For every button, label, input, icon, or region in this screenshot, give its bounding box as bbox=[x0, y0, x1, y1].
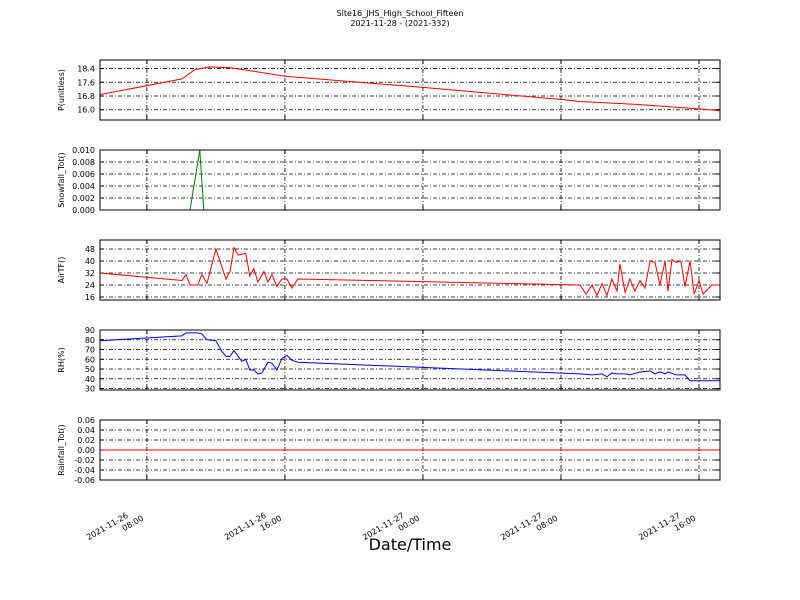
y-tick-label: 16.8 bbox=[77, 92, 95, 101]
y-tick-label: 40 bbox=[85, 375, 95, 384]
y-tick-label: 0.04 bbox=[77, 426, 95, 435]
y-axis-label: Snowfall_Tot() bbox=[57, 152, 66, 208]
y-tick-label: 80 bbox=[85, 336, 95, 345]
axes-frame bbox=[99, 239, 721, 301]
x-tick-label: 2021-11-2708:00 bbox=[499, 505, 559, 551]
y-tick-label: 0.002 bbox=[72, 194, 95, 203]
x-axis-label: Date/Time bbox=[369, 535, 452, 554]
chart-title: Site16_JHS_High_School_Fifteen bbox=[337, 9, 464, 18]
y-tick-label: -0.02 bbox=[74, 456, 95, 465]
y-axis-label: RH(%) bbox=[57, 347, 66, 372]
y-axis-label: AirTF() bbox=[57, 257, 66, 284]
y-tick-label: 48 bbox=[85, 245, 95, 254]
y-tick-label: 0.008 bbox=[72, 158, 95, 167]
y-tick-label: 0.000 bbox=[72, 206, 95, 215]
data-line bbox=[100, 149, 720, 211]
y-tick-label: 0.004 bbox=[72, 182, 95, 191]
y-tick-label: 0.006 bbox=[72, 170, 95, 179]
y-tick-label: 70 bbox=[85, 346, 95, 355]
data-line bbox=[99, 245, 720, 298]
y-tick-label: 16.0 bbox=[77, 106, 95, 115]
y-tick-label: 60 bbox=[85, 355, 95, 364]
y-tick-label: 0.06 bbox=[77, 416, 95, 425]
y-tick-label: 18.4 bbox=[77, 65, 95, 74]
axes-frame bbox=[99, 419, 721, 481]
axes-frame bbox=[99, 149, 721, 211]
axes-frame bbox=[99, 59, 721, 121]
data-line bbox=[99, 332, 720, 382]
x-tick-label: 2021-11-2616:00 bbox=[223, 505, 283, 551]
y-tick-label: 16 bbox=[85, 293, 95, 302]
y-tick-label: 50 bbox=[85, 365, 95, 374]
axes-frame bbox=[99, 329, 721, 391]
y-tick-label: -0.04 bbox=[74, 466, 95, 475]
chart-subtitle: 2021-11-28 - (2021-332) bbox=[350, 19, 449, 28]
x-tick-label: 2021-11-2608:00 bbox=[85, 505, 145, 551]
y-tick-label: 32 bbox=[85, 269, 95, 278]
y-tick-label: -0.06 bbox=[74, 476, 95, 485]
y-tick-label: 30 bbox=[85, 385, 95, 394]
y-axis-label: P(unitless) bbox=[57, 69, 66, 111]
y-tick-label: 24 bbox=[85, 281, 95, 290]
x-tick-label: 2021-11-2716:00 bbox=[637, 505, 697, 551]
y-tick-label: 40 bbox=[85, 257, 95, 266]
data-line bbox=[99, 66, 721, 112]
y-tick-label: 0.00 bbox=[77, 446, 95, 455]
y-axis-label: Rainfall_Tot() bbox=[57, 424, 66, 476]
y-tick-label: 90 bbox=[85, 326, 95, 335]
y-tick-label: 0.02 bbox=[77, 436, 95, 445]
y-tick-label: 0.010 bbox=[72, 146, 95, 155]
y-tick-label: 17.6 bbox=[77, 78, 95, 87]
